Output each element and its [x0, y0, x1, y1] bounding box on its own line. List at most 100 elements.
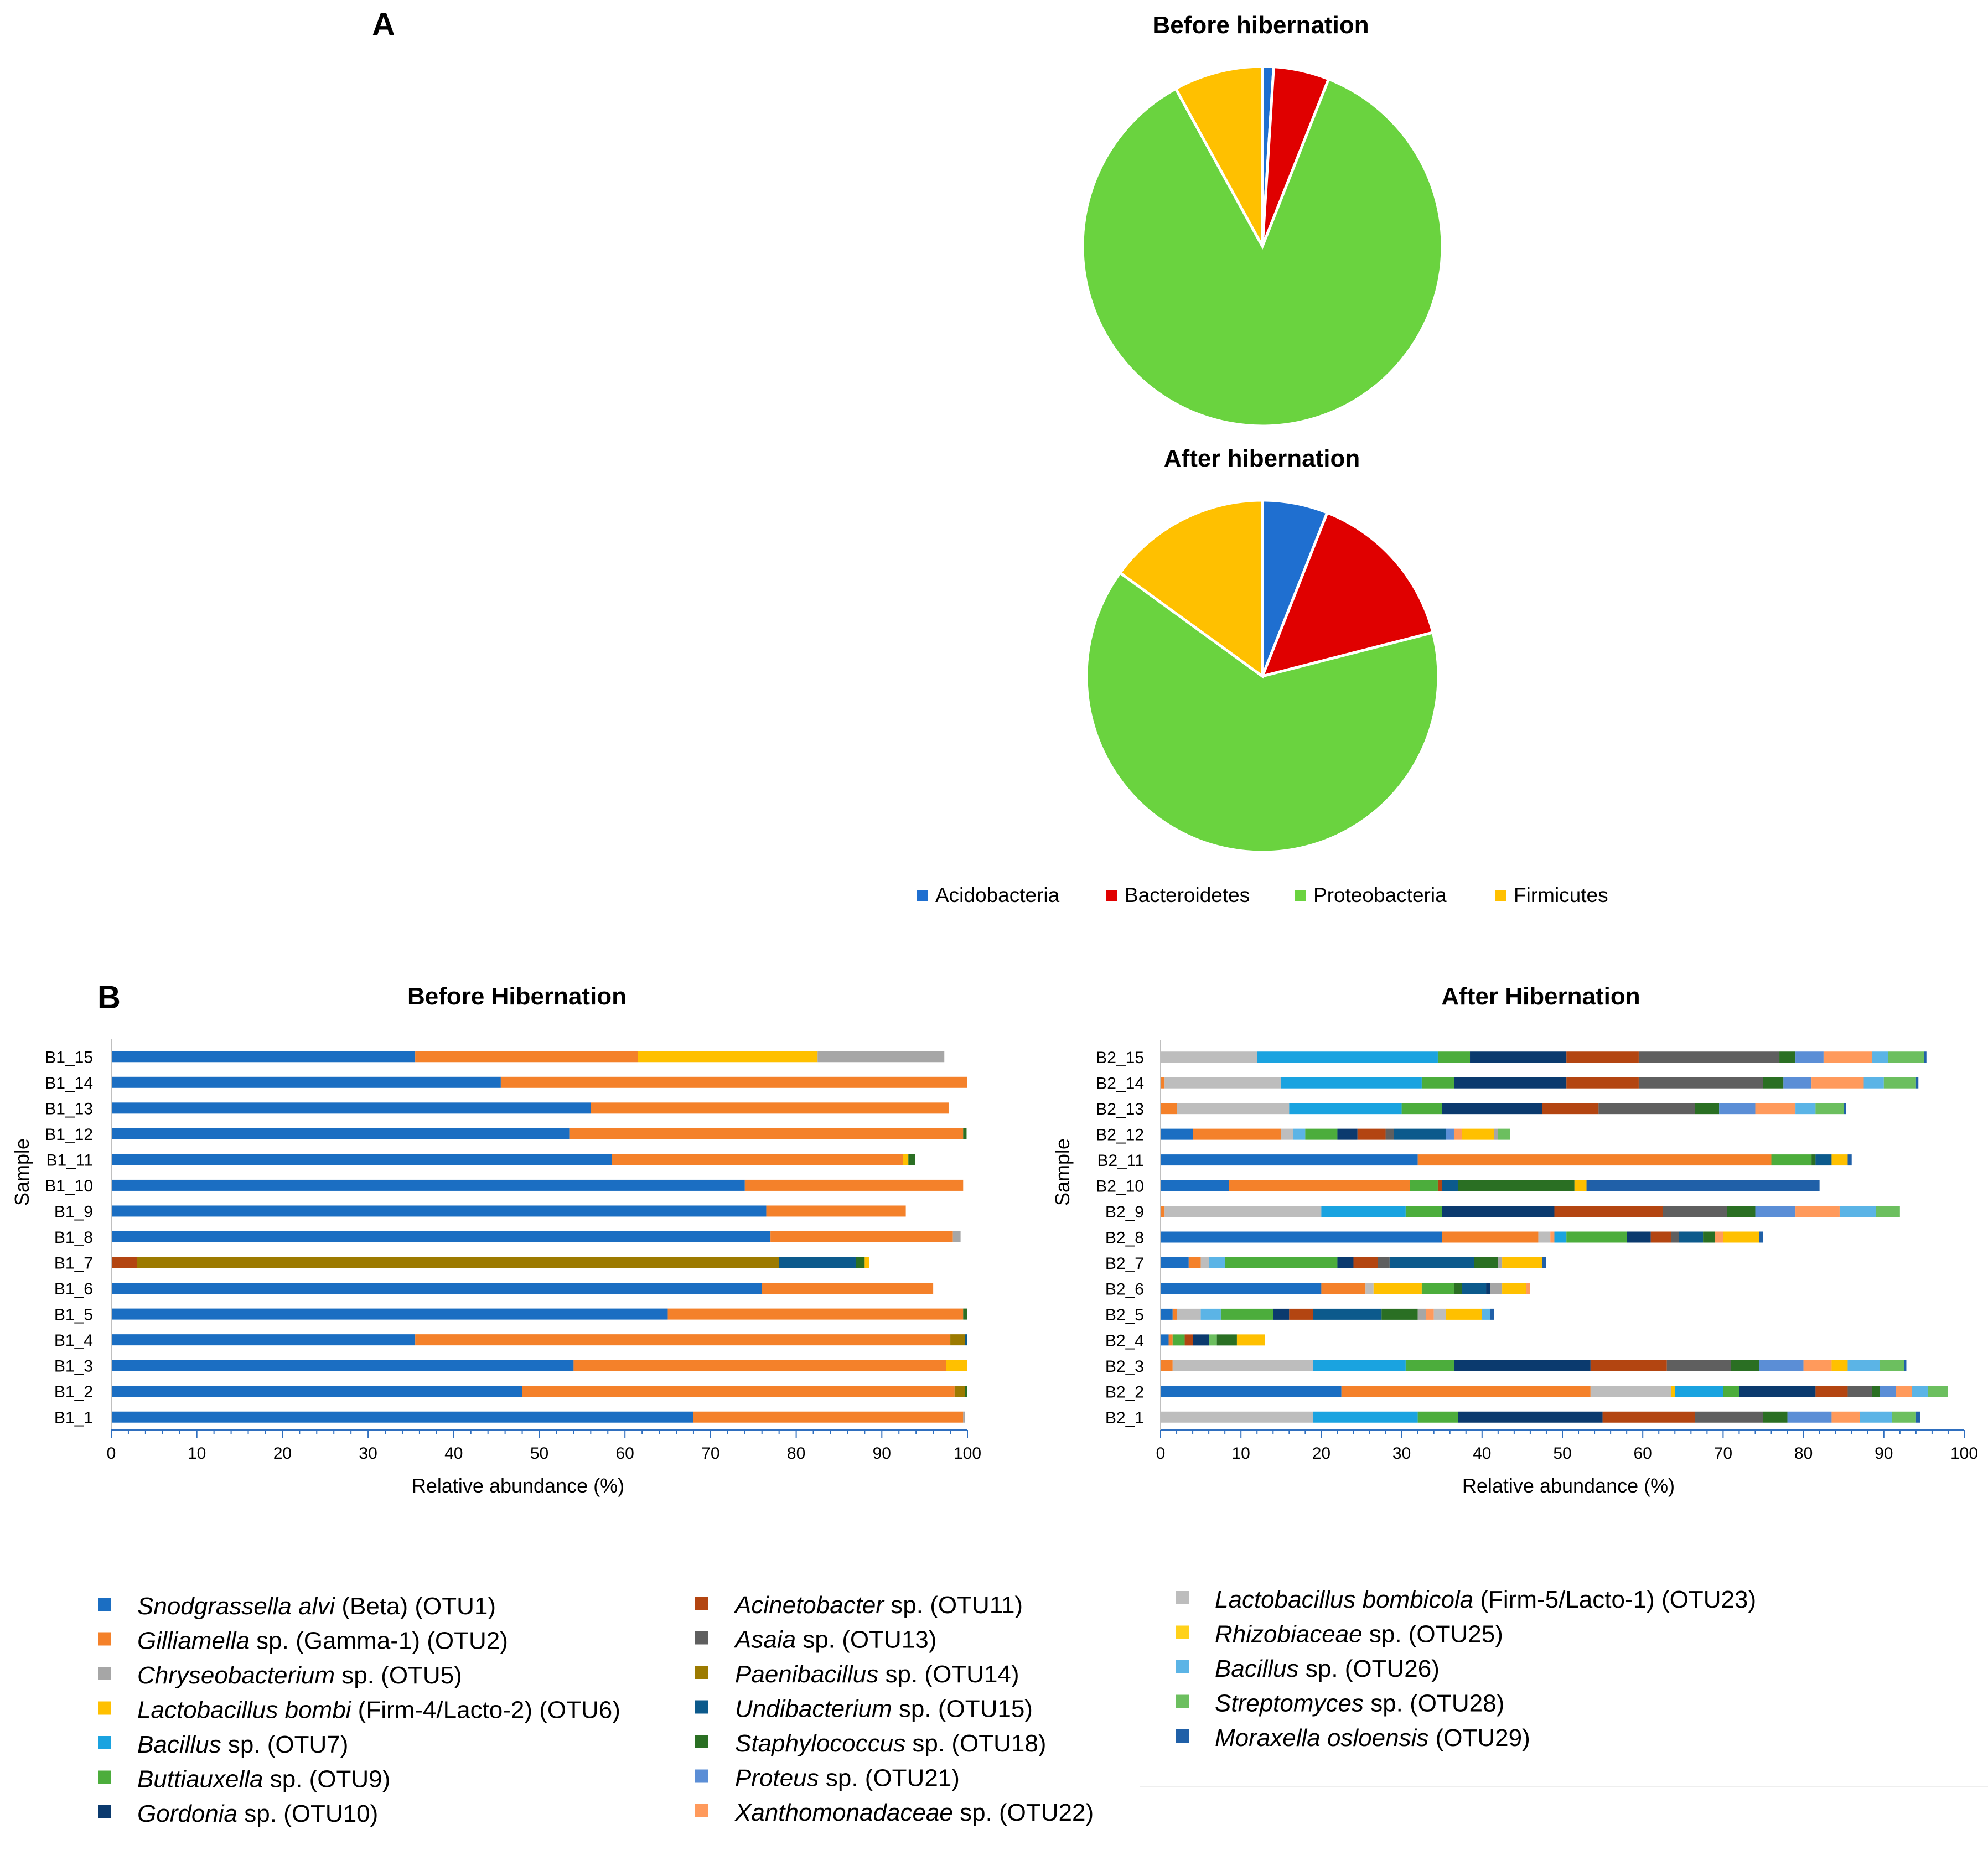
bar-segment-otu15 [1815, 1154, 1832, 1166]
bar-segment-otu18 [1474, 1257, 1498, 1268]
y-tick-label: B1_1 [54, 1409, 93, 1427]
legend-swatch-otu2 [98, 1632, 111, 1646]
legend-label-firmicutes: Firmicutes [1514, 884, 1608, 906]
bar-segment-otu1 [111, 1411, 693, 1423]
bar-segment-otu1 [111, 1179, 745, 1191]
panel-label-b: B [97, 980, 121, 1015]
bar-segment-otu2 [1193, 1128, 1281, 1140]
x-tick-label: 60 [1634, 1444, 1652, 1463]
x-tick-label: 70 [701, 1444, 719, 1463]
bar-segment-otu11 [1650, 1231, 1671, 1243]
bar-segment-otu9 [1220, 1308, 1273, 1320]
bar-segment-otu2 [1161, 1103, 1177, 1115]
legend-swatch-bacteroidetes [1106, 890, 1117, 901]
bar-segment-otu1 [111, 1205, 767, 1217]
bar-segment-otu5 [1417, 1308, 1426, 1320]
bar-segment-otu9 [1401, 1103, 1442, 1115]
bar-segment-otu28 [1888, 1051, 1924, 1063]
bar-segment-otu18 [1763, 1077, 1784, 1089]
bar-segment-otu22 [1795, 1206, 1840, 1217]
bar-segment-otu26 [1863, 1077, 1884, 1089]
bar-segment-otu14 [954, 1386, 965, 1397]
bar-segment-otu11 [1184, 1334, 1193, 1346]
bar-segment-otu13 [1695, 1411, 1763, 1423]
bar-title-after: After Hibernation [1441, 983, 1640, 1010]
bar-segment-otu10 [1458, 1411, 1603, 1423]
bar-segment-otu1 [1161, 1128, 1193, 1140]
bar-segment-otu2 [1188, 1257, 1201, 1268]
legend-swatch-otu29 [1176, 1729, 1189, 1743]
bar-segment-otu6 [638, 1051, 818, 1063]
bar-segment-otu21 [1759, 1360, 1804, 1371]
y-tick-label: B1_9 [54, 1203, 93, 1221]
bar-segment-otu22 [1715, 1231, 1723, 1243]
bar-segment-otu11 [1566, 1051, 1639, 1063]
legend-swatch-otu28 [1176, 1694, 1189, 1708]
bar-segment-otu26 [1872, 1051, 1888, 1063]
bar-segment-otu6 [1373, 1283, 1422, 1294]
bar-segment-otu11 [1357, 1128, 1386, 1140]
bar-segment-otu29 [1542, 1257, 1546, 1268]
pie-title-after: After hibernation [1164, 445, 1360, 472]
pie-slice-proteobacteria [1081, 77, 1444, 428]
bar-segment-otu15 [779, 1257, 856, 1268]
pie-title-before: Before hibernation [1152, 12, 1369, 39]
x-tick-label: 90 [1875, 1444, 1893, 1463]
bar-segment-otu6 [1831, 1360, 1848, 1371]
bar-segment-otu10 [1470, 1051, 1567, 1063]
bar-segment-otu10 [1453, 1077, 1567, 1089]
bar-segment-otu6 [1502, 1283, 1526, 1294]
bar-segment-otu13 [1378, 1257, 1390, 1268]
y-tick-label: B1_3 [54, 1357, 93, 1376]
bar-segment-otu9 [1566, 1231, 1627, 1243]
bar-segment-otu28 [1880, 1360, 1904, 1371]
bar-segment-otu29 [1904, 1360, 1907, 1371]
x-tick-label: 0 [1156, 1444, 1166, 1463]
legend-swatch-otu10 [98, 1805, 111, 1818]
bar-segment-otu6 [1446, 1308, 1482, 1320]
bar-segment-otu10 [1739, 1386, 1816, 1397]
bar-segment-otu18 [1458, 1180, 1575, 1191]
bar-segment-otu22 [1526, 1283, 1530, 1294]
bar-segment-otu28 [1815, 1103, 1844, 1115]
y-tick-label: B2_1 [1105, 1409, 1144, 1427]
bar-segment-otu11 [1289, 1308, 1313, 1320]
bar-segment-otu22 [1831, 1411, 1860, 1423]
bar-segment-otu21 [1795, 1051, 1824, 1063]
bar-segment-otu13 [1598, 1103, 1695, 1115]
bar-segment-otu26 [1839, 1206, 1876, 1217]
bar-segment-otu11 [1815, 1386, 1848, 1397]
y-tick-label: B2_14 [1096, 1075, 1144, 1093]
legend-label-otu25: Rhizobiaceae sp. (OTU25) [1215, 1621, 1503, 1648]
y-tick-label: B2_5 [1105, 1306, 1144, 1324]
bar-segment-otu1 [111, 1231, 771, 1242]
bar-segment-otu7 [1257, 1051, 1438, 1063]
pie-slice-firmicutes [1174, 65, 1264, 247]
bar-segment-otu2 [1229, 1180, 1410, 1191]
bar-segment-otu18 [963, 1308, 967, 1320]
bar-segment-otu22 [1453, 1128, 1462, 1140]
pie-slice-bacteroidetes [1260, 511, 1435, 678]
legend-swatch-firmicutes [1495, 890, 1506, 901]
x-tick-label: 100 [1950, 1444, 1978, 1463]
legend-label-otu28: Streptomyces sp. (OTU28) [1215, 1690, 1504, 1717]
bar-segment-otu26 [1200, 1308, 1221, 1320]
bar-segment-otu18 [908, 1154, 915, 1165]
bar-segment-otu21 [1719, 1103, 1756, 1115]
legend-swatch-otu1 [98, 1598, 111, 1611]
legend-swatch-otu15 [695, 1700, 708, 1714]
bar-segment-otu6 [1236, 1334, 1265, 1346]
bar-segment-otu9 [1771, 1154, 1812, 1166]
y-tick-label: B2_12 [1096, 1126, 1144, 1144]
legend-label-otu11: Acinetobacter sp. (OTU11) [733, 1592, 1023, 1619]
bar-segment-otu11 [1602, 1411, 1695, 1423]
bar-segment-otu23 [1177, 1103, 1290, 1115]
pie-slice-proteobacteria [1085, 571, 1440, 854]
bar-segment-otu13 [1671, 1231, 1679, 1243]
y-tick-label: B2_15 [1096, 1049, 1144, 1067]
y-tick-label: B1_14 [45, 1074, 93, 1092]
bar-segment-otu6 [1502, 1257, 1542, 1268]
bar-segment-otu9 [1410, 1180, 1438, 1191]
bar-segment-otu15 [1389, 1257, 1474, 1268]
